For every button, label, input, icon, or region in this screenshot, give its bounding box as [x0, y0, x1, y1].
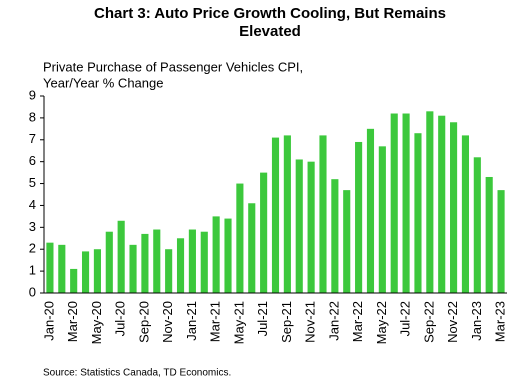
x-tick-label: Jan-21	[184, 301, 199, 341]
bar	[402, 113, 410, 293]
bar	[331, 179, 339, 293]
bar	[473, 157, 481, 293]
y-tick-label: 4	[29, 197, 36, 212]
bar	[129, 244, 137, 293]
bar	[70, 268, 78, 293]
bar	[105, 231, 113, 293]
x-tick-label: Jul-20	[113, 301, 128, 336]
bar	[224, 218, 232, 293]
x-tick-label: Mar-22	[350, 301, 365, 342]
bar	[117, 220, 125, 293]
bar	[366, 128, 375, 293]
y-tick-label: 3	[29, 219, 36, 234]
bar	[81, 251, 90, 293]
bar	[497, 190, 505, 293]
bar	[319, 135, 327, 293]
y-axis-label: Year/Year % Change	[43, 75, 163, 90]
y-tick-label: 6	[29, 153, 36, 168]
x-tick-label: Mar-20	[65, 301, 80, 342]
bar	[141, 233, 149, 293]
x-tick-label: Nov-20	[160, 301, 175, 343]
bar	[200, 231, 208, 293]
x-tick-label: Nov-21	[303, 301, 318, 343]
y-tick-label: 9	[29, 87, 36, 102]
bar	[176, 238, 185, 293]
x-tick-label: May-21	[231, 301, 246, 344]
x-tick-label: Sep-21	[279, 301, 294, 343]
y-axis-label: Private Purchase of Passenger Vehicles C…	[43, 59, 303, 74]
y-tick-label: 0	[29, 284, 36, 299]
x-tick-label: Mar-23	[493, 301, 508, 342]
bar	[461, 135, 470, 293]
x-tick-label: May-22	[374, 301, 389, 344]
bar	[283, 135, 291, 293]
y-tick-label: 8	[29, 109, 36, 124]
bar	[260, 172, 268, 293]
bar	[295, 159, 303, 293]
bar	[485, 176, 493, 293]
bar	[343, 190, 351, 293]
x-tick-label: Jul-21	[255, 301, 270, 336]
bar	[188, 229, 196, 293]
bar	[438, 115, 446, 293]
x-tick-label: Sep-22	[421, 301, 436, 343]
x-tick-label: Sep-20	[136, 301, 151, 343]
y-tick-label: 1	[29, 263, 36, 278]
chart-title: Elevated	[239, 23, 301, 40]
y-tick-label: 7	[29, 131, 36, 146]
bar	[378, 146, 386, 293]
bar	[46, 242, 54, 293]
bar	[426, 111, 434, 293]
x-tick-label: Jan-20	[41, 301, 56, 341]
x-tick-label: Mar-21	[208, 301, 223, 342]
bar	[450, 122, 458, 294]
bar	[355, 141, 363, 293]
y-tick-label: 2	[29, 241, 36, 256]
bar	[307, 161, 315, 293]
bar	[212, 216, 220, 293]
y-tick-label: 5	[29, 175, 36, 190]
bar	[236, 183, 244, 293]
source-note: Source: Statistics Canada, TD Economics.	[43, 368, 231, 379]
x-tick-label: Nov-22	[445, 301, 460, 343]
x-tick-label: May-20	[89, 301, 104, 344]
chart-title: Chart 3: Auto Price Growth Cooling, But …	[94, 5, 446, 22]
x-tick-label: Jul-22	[398, 301, 413, 336]
bar	[390, 113, 398, 293]
bar	[93, 249, 101, 293]
x-tick-label: Jan-23	[469, 301, 484, 341]
bar	[271, 137, 280, 293]
bar	[414, 133, 422, 293]
bar	[58, 244, 66, 293]
x-tick-label: Jan-22	[326, 301, 341, 341]
bar	[153, 229, 161, 293]
bar	[248, 203, 256, 293]
bar	[165, 249, 173, 293]
